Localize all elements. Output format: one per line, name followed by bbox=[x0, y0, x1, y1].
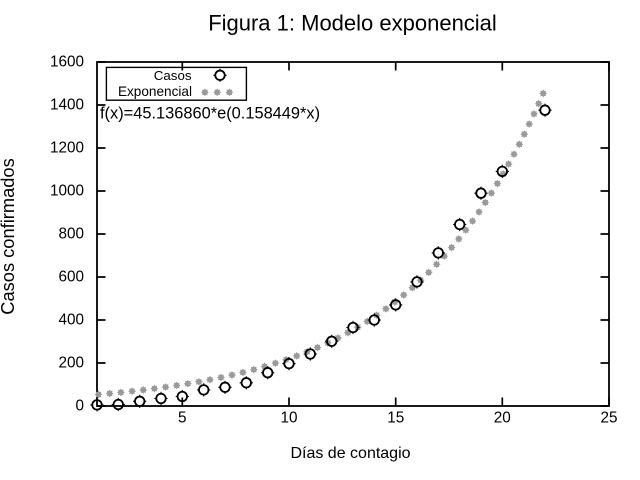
svg-text:Casos: Casos bbox=[154, 68, 192, 83]
svg-text:5: 5 bbox=[178, 410, 187, 427]
svg-text:10: 10 bbox=[280, 410, 297, 427]
svg-text:1600: 1600 bbox=[50, 54, 84, 71]
svg-text:400: 400 bbox=[58, 312, 84, 329]
svg-text:200: 200 bbox=[58, 355, 84, 372]
svg-text:600: 600 bbox=[58, 269, 84, 286]
svg-text:Días de contagio: Días de contagio bbox=[290, 445, 410, 462]
svg-text:1200: 1200 bbox=[50, 140, 84, 157]
svg-text:0: 0 bbox=[75, 398, 84, 415]
svg-text:f(x)=45.136860*e(0.158449*x): f(x)=45.136860*e(0.158449*x) bbox=[100, 105, 320, 123]
svg-text:1000: 1000 bbox=[50, 183, 84, 200]
svg-text:25: 25 bbox=[600, 410, 617, 427]
svg-text:Exponencial: Exponencial bbox=[118, 84, 192, 99]
svg-text:20: 20 bbox=[494, 410, 511, 427]
svg-text:800: 800 bbox=[58, 226, 84, 243]
svg-text:Figura 1: Modelo exponencial: Figura 1: Modelo exponencial bbox=[208, 11, 497, 36]
svg-text:Casos confirmados: Casos confirmados bbox=[0, 158, 18, 314]
svg-text:15: 15 bbox=[387, 410, 404, 427]
svg-text:1400: 1400 bbox=[50, 97, 84, 114]
